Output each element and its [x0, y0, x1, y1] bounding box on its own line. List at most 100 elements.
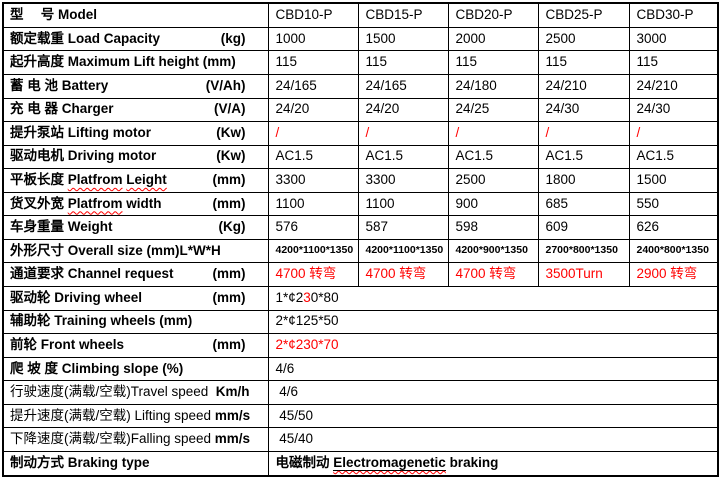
max-lift-height-value-col3-segment-0: 115 [455, 54, 478, 70]
braking-type-label-segment-0: 制动方式 Braking type [10, 455, 150, 471]
model-value-col4-segment-0: CBD25-P [545, 6, 603, 22]
value-max-lift-height-col5: 115 [628, 50, 719, 75]
label-text-braking-type: 制动方式 Braking type [10, 455, 267, 471]
driving-wheel-value-segment-2: 0*80 [310, 289, 339, 305]
front-wheels-label-segment-1: (mm) [212, 336, 246, 352]
platform-width-label-segment-1: Platfrom [67, 195, 123, 211]
label-braking-type: 制动方式 Braking type [2, 450, 269, 477]
battery-value-col5-segment-0: 24/210 [636, 77, 678, 93]
driving-motor-value-col1-segment-0: AC1.5 [275, 148, 314, 164]
value-weight-col2: 587 [357, 215, 449, 240]
lifting-speed-label-segment-1: mm/s [211, 407, 251, 423]
label-overall-size: 外形尺寸 Overall size (mm)L*W*H [2, 238, 269, 264]
driving-wheel-value-segment-0: 1*¢2 [275, 289, 304, 305]
value-travel-speed: 4/6 [267, 380, 719, 405]
training-wheels-label-segment-0: 辅助轮 Training wheels (mm) [10, 313, 193, 329]
value-overall-size-col4: 2700*800*1350 [537, 238, 630, 264]
platform-width-value-col5-segment-0: 550 [636, 195, 660, 211]
platform-length-value-col2-segment-0: 3300 [365, 172, 396, 188]
value-platform-length-col3: 2500 [447, 168, 539, 193]
platform-length-label-segment-3: Leight [126, 172, 167, 188]
travel-speed-label-segment-0: 行驶速度(满载/空载)Travel speed [10, 384, 209, 400]
value-charger-col3: 24/25 [447, 97, 539, 123]
value-climbing-slope: 4/6 [267, 356, 719, 382]
battery-value-col4-segment-0: 24/210 [545, 77, 587, 93]
label-text-training-wheels: 辅助轮 Training wheels (mm) [10, 313, 267, 329]
max-lift-height-value-col4-segment-0: 115 [545, 54, 568, 70]
value-model-col2: CBD15-P [357, 2, 449, 28]
row-travel-speed: 行驶速度(满载/空载)Travel speed Km/h 4/6 [2, 380, 719, 405]
weight-label-segment-1: (Kg) [218, 219, 246, 235]
label-text-charger: 充 电 器 Charger (V/A) [10, 102, 267, 117]
driving-motor-value-col3-segment-0: AC1.5 [455, 148, 494, 164]
value-charger-col5: 24/30 [628, 97, 719, 123]
platform-length-label-segment-4: (mm) [212, 172, 246, 188]
charger-value-col5-segment-0: 24/30 [636, 101, 671, 117]
driving-motor-value-col2-segment-0: AC1.5 [365, 148, 404, 164]
falling-speed-value-segment-0: 45/40 [275, 431, 314, 447]
label-falling-speed: 下降速度(满载/空载)Falling speed mm/s [2, 427, 269, 452]
value-lifting-motor-col3: / [447, 121, 539, 146]
label-text-driving-wheel: 驱动轮 Driving wheel (mm) [10, 290, 267, 306]
platform-length-label-segment-1: Platfrom [67, 172, 123, 188]
channel-request-value-col4-segment-0: 3500Turn [545, 266, 603, 282]
value-platform-length-col1: 3300 [267, 168, 359, 193]
value-max-lift-height-col3: 115 [447, 50, 539, 75]
model-value-col1-segment-0: CBD10-P [275, 6, 333, 22]
platform-width-value-col1-segment-0: 1100 [275, 195, 305, 211]
lifting-motor-value-col5-segment-0: / [636, 124, 641, 140]
platform-length-value-col3-segment-0: 2500 [455, 172, 486, 188]
weight-value-col5-segment-0: 626 [636, 219, 660, 235]
lifting-motor-label-segment-1: (Kw) [216, 124, 246, 140]
label-text-front-wheels: 前轮 Front wheels (mm) [10, 336, 267, 353]
channel-request-value-col2-segment-0: 4700 转弯 [365, 266, 427, 282]
value-model-col4: CBD25-P [537, 2, 630, 28]
value-load-capacity-col2: 1500 [357, 26, 449, 52]
weight-value-col2-segment-0: 587 [365, 219, 389, 235]
label-channel-request: 通道要求 Channel request (mm) [2, 262, 269, 287]
value-front-wheels: 2*¢230*70 [267, 333, 719, 358]
platform-width-label-segment-0: 货叉外宽 [10, 195, 68, 211]
value-battery-col2: 24/165 [357, 73, 449, 99]
lifting-motor-value-col3-segment-0: / [455, 124, 460, 140]
climbing-slope-value-segment-0: 4/6 [275, 360, 295, 376]
load-capacity-value-col1-segment-0: 1000 [275, 30, 306, 46]
value-charger-col1: 24/20 [267, 97, 359, 123]
value-platform-length-col5: 1500 [628, 168, 719, 193]
platform-width-value-col2-segment-0: 1100 [365, 195, 395, 211]
value-overall-size-col3: 4200*900*1350 [447, 238, 539, 264]
label-platform-width: 货叉外宽 Platfrom width (mm) [2, 191, 269, 217]
braking-type-value-segment-0: 电磁制动 [275, 455, 334, 471]
weight-value-col4-segment-0: 609 [545, 219, 569, 235]
label-battery: 蓄 电 池 Battery (V/Ah) [2, 73, 269, 99]
lifting-speed-value-segment-0: 45/50 [275, 407, 314, 423]
value-weight-col1: 576 [267, 215, 359, 240]
channel-request-value-col3-segment-0: 4700 转弯 [455, 266, 517, 282]
row-weight: 车身重量 Weight (Kg) 576 587 598 609 626 [2, 215, 719, 240]
driving-motor-label-segment-0: 驱动电机 Driving motor [10, 148, 157, 164]
platform-length-label-segment-0: 平板长度 [10, 172, 68, 188]
row-lifting-motor: 提升泵站 Lifting motor (Kw) / / / / / [2, 121, 719, 146]
value-driving-motor-col4: AC1.5 [537, 144, 630, 170]
label-training-wheels: 辅助轮 Training wheels (mm) [2, 309, 269, 335]
value-falling-speed: 45/40 [267, 427, 719, 452]
row-training-wheels: 辅助轮 Training wheels (mm) 2*¢125*50 [2, 309, 719, 335]
label-text-lifting-motor: 提升泵站 Lifting motor (Kw) [10, 124, 267, 141]
row-platform-length: 平板长度 Platfrom Leight (mm) 3300 3300 2500 1800… [2, 168, 719, 193]
value-battery-col4: 24/210 [537, 73, 630, 99]
driving-motor-value-col4-segment-0: AC1.5 [545, 148, 584, 164]
platform-length-value-col4-segment-0: 1800 [545, 172, 576, 188]
value-overall-size-col2: 4200*1100*1350 [357, 238, 449, 264]
channel-request-label-segment-0: 通道要求 Channel request [10, 266, 174, 282]
value-charger-col4: 24/30 [537, 97, 630, 123]
charger-value-col4-segment-0: 24/30 [545, 101, 580, 117]
value-max-lift-height-col2: 115 [357, 50, 449, 75]
lifting-motor-label-segment-0: 提升泵站 Lifting motor [10, 124, 151, 140]
label-text-battery: 蓄 电 池 Battery (V/Ah) [10, 78, 267, 94]
label-lifting-motor: 提升泵站 Lifting motor (Kw) [2, 121, 269, 146]
label-max-lift-height: 起升高度 Maximum Lift height (mm) [2, 50, 269, 75]
value-platform-width-col4: 685 [537, 191, 630, 217]
value-driving-motor-col1: AC1.5 [267, 144, 359, 170]
platform-width-label-segment-2: width [122, 195, 162, 211]
